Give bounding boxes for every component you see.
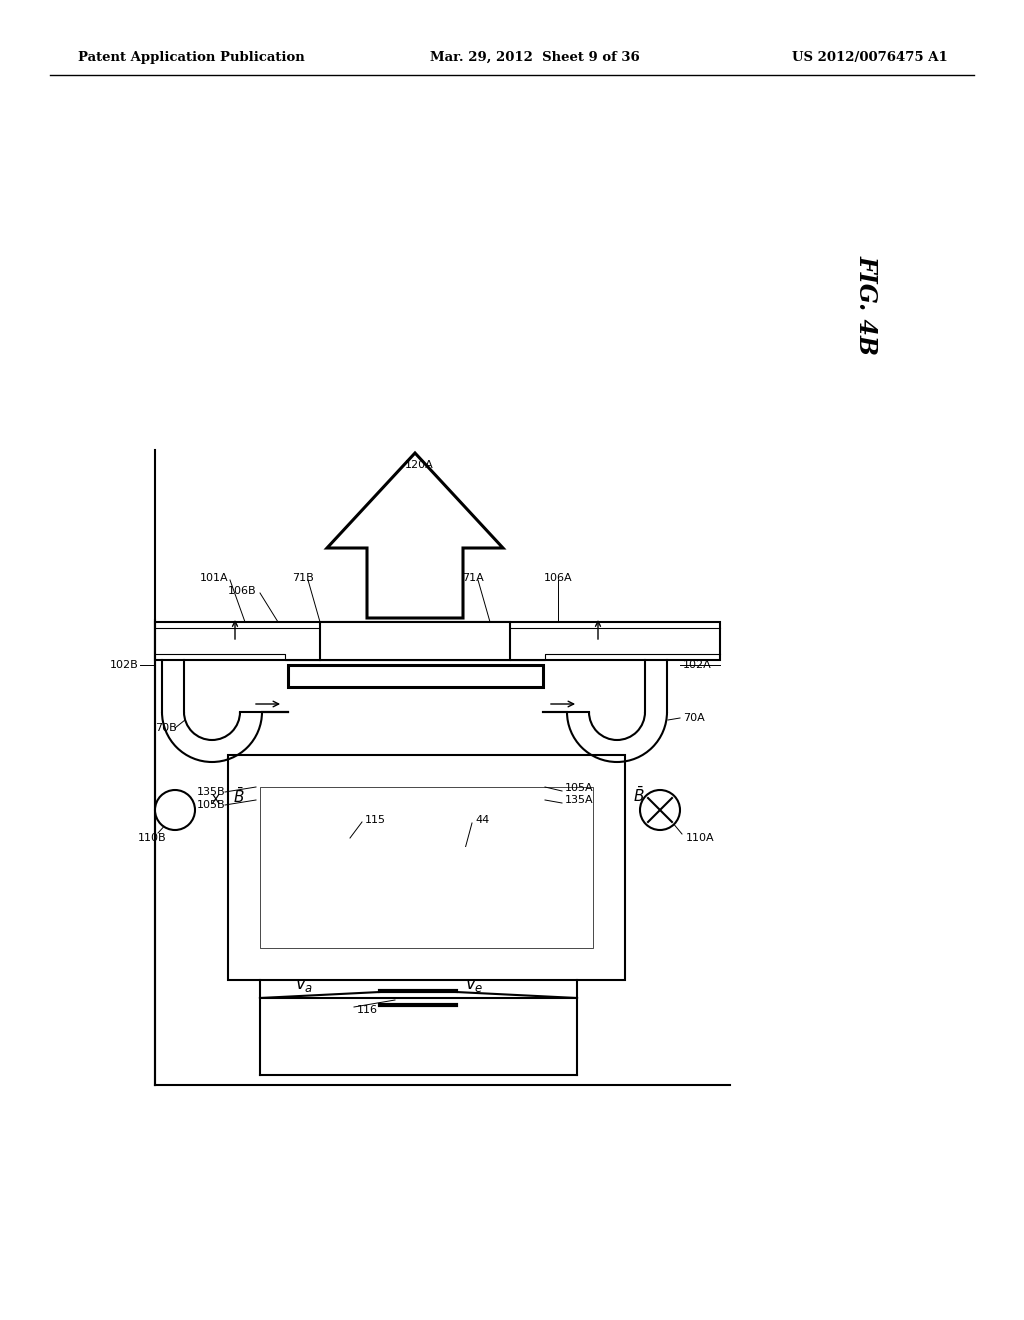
Text: 106A: 106A xyxy=(544,573,572,583)
Text: Patent Application Publication: Patent Application Publication xyxy=(78,50,305,63)
Text: 120A: 120A xyxy=(406,459,434,470)
Text: 110A: 110A xyxy=(686,833,715,843)
Bar xyxy=(228,755,260,979)
Circle shape xyxy=(640,789,680,830)
Bar xyxy=(319,622,510,660)
Wedge shape xyxy=(567,711,667,762)
Text: 71A: 71A xyxy=(462,573,483,583)
Bar xyxy=(508,847,540,948)
Bar xyxy=(228,755,625,787)
Bar xyxy=(318,847,350,948)
Text: Mar. 29, 2012  Sheet 9 of 36: Mar. 29, 2012 Sheet 9 of 36 xyxy=(430,50,640,63)
Text: FIG. 4B: FIG. 4B xyxy=(855,255,879,355)
Bar xyxy=(155,622,720,660)
Text: 44: 44 xyxy=(475,814,489,825)
Bar xyxy=(260,781,280,820)
Bar xyxy=(285,622,319,660)
Bar xyxy=(350,847,508,948)
Text: 102A: 102A xyxy=(683,660,712,671)
Text: 102B: 102B xyxy=(110,660,138,671)
Bar xyxy=(155,622,285,660)
Bar xyxy=(593,755,625,979)
Bar xyxy=(228,755,625,979)
Polygon shape xyxy=(327,453,503,618)
Text: 105B: 105B xyxy=(197,800,225,810)
Text: 135B: 135B xyxy=(197,787,225,797)
Text: $v_e$: $v_e$ xyxy=(465,977,483,994)
Text: 116: 116 xyxy=(357,1005,378,1015)
Text: US 2012/0076475 A1: US 2012/0076475 A1 xyxy=(793,50,948,63)
Bar xyxy=(260,787,593,948)
Wedge shape xyxy=(162,711,262,762)
Text: $v_a$: $v_a$ xyxy=(295,977,313,994)
Text: 105A: 105A xyxy=(565,783,594,793)
Bar xyxy=(545,622,720,660)
Text: 115: 115 xyxy=(365,814,386,825)
Bar xyxy=(318,787,540,847)
Text: 106B: 106B xyxy=(228,586,257,597)
Text: 70B: 70B xyxy=(155,723,177,733)
Text: 70A: 70A xyxy=(683,713,705,723)
Text: $\bar{\mathit{B}}$: $\bar{\mathit{B}}$ xyxy=(633,785,644,805)
Text: 71B: 71B xyxy=(292,573,313,583)
Text: X: X xyxy=(210,793,220,807)
Bar xyxy=(510,622,545,660)
Bar xyxy=(288,665,543,686)
Circle shape xyxy=(155,789,195,830)
Text: 135A: 135A xyxy=(565,795,594,805)
Bar xyxy=(573,781,593,820)
Text: 110B: 110B xyxy=(138,833,167,843)
Text: $\bar{\mathit{B}}$: $\bar{\mathit{B}}$ xyxy=(233,787,245,805)
Text: 101A: 101A xyxy=(200,573,228,583)
